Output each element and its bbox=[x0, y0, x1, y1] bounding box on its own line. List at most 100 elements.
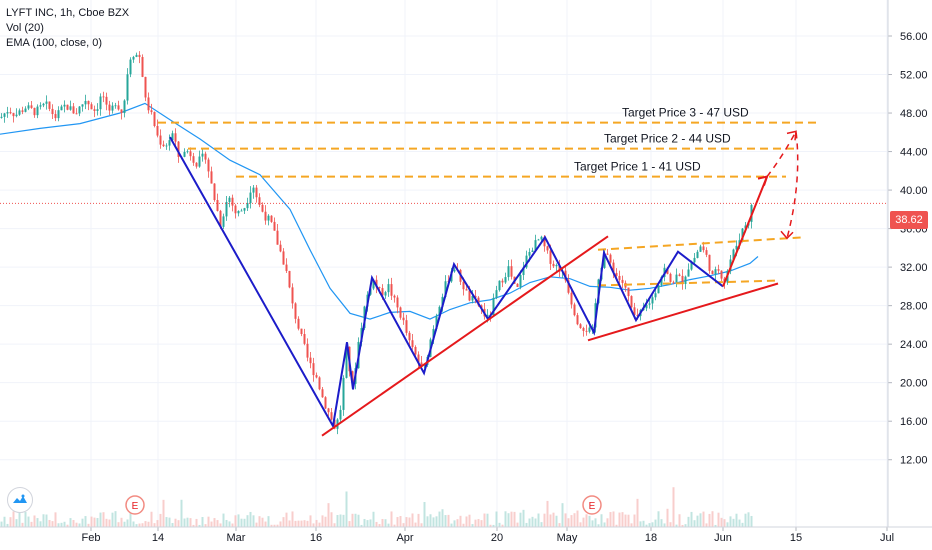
candle-body bbox=[705, 250, 708, 255]
volume-bar bbox=[141, 523, 144, 527]
volume-bar bbox=[228, 521, 231, 527]
volume-bar bbox=[435, 516, 438, 527]
trend-line bbox=[321, 235, 609, 437]
volume-bar bbox=[171, 523, 174, 527]
candle-body bbox=[399, 307, 402, 318]
candle-body bbox=[0, 116, 3, 118]
candle-body bbox=[435, 316, 438, 329]
candle-body bbox=[15, 114, 18, 117]
volume-bar bbox=[660, 519, 663, 527]
volume-bar bbox=[255, 522, 258, 527]
volume-bar bbox=[315, 519, 318, 527]
candle-body bbox=[63, 104, 66, 107]
candle-body bbox=[261, 204, 264, 212]
volume-bar bbox=[93, 517, 96, 527]
volume-bar bbox=[249, 511, 252, 527]
candle-body bbox=[492, 297, 495, 316]
candle-body bbox=[141, 57, 144, 77]
volume-bar bbox=[711, 511, 714, 527]
volume-bar bbox=[717, 512, 720, 527]
candle-body bbox=[66, 104, 69, 110]
candle-body bbox=[21, 110, 24, 112]
volume-bar bbox=[432, 517, 435, 527]
volume-bar bbox=[333, 523, 336, 527]
candle-body bbox=[693, 257, 696, 263]
ema-indicator-label[interactable]: EMA (100, close, 0) bbox=[6, 37, 102, 49]
volume-bar bbox=[303, 520, 306, 527]
x-tick-label: 15 bbox=[790, 532, 802, 544]
candle-body bbox=[522, 267, 525, 276]
volume-bar bbox=[534, 518, 537, 527]
earnings-marker[interactable] bbox=[125, 495, 145, 515]
candle-body bbox=[33, 107, 36, 116]
candle-body bbox=[279, 244, 282, 252]
candle-body bbox=[132, 56, 135, 60]
candle-body bbox=[690, 262, 693, 270]
volume-bar bbox=[576, 510, 579, 527]
x-tick-label: Mar bbox=[227, 532, 246, 544]
volume-bar bbox=[426, 516, 429, 527]
volume-bar bbox=[204, 524, 207, 527]
volume-bar bbox=[96, 518, 99, 527]
volume-bar bbox=[594, 518, 597, 527]
volume-bar bbox=[126, 519, 129, 527]
volume-bar bbox=[375, 521, 378, 527]
candle-body bbox=[300, 328, 303, 335]
volume-bar bbox=[318, 522, 321, 527]
candle-body bbox=[96, 109, 99, 112]
candle-body bbox=[93, 109, 96, 112]
projection-arrowhead bbox=[786, 130, 797, 141]
volume-bar bbox=[615, 524, 618, 527]
volume-bar bbox=[648, 523, 651, 527]
candle-body bbox=[582, 328, 585, 331]
volume-bar bbox=[63, 521, 66, 527]
candle-body bbox=[714, 269, 717, 275]
candle-body bbox=[258, 197, 261, 205]
earnings-marker-label: E bbox=[589, 501, 596, 512]
volume-bar bbox=[621, 512, 624, 527]
candle-body bbox=[549, 250, 552, 264]
candle-body bbox=[567, 280, 570, 293]
candle-body bbox=[702, 246, 705, 251]
volume-bar bbox=[270, 524, 273, 527]
candle-body bbox=[699, 246, 702, 252]
candle-body bbox=[741, 228, 744, 241]
candle-body bbox=[150, 110, 153, 113]
candle-body bbox=[618, 275, 621, 280]
volume-bar bbox=[666, 508, 669, 527]
volume-bar bbox=[489, 524, 492, 527]
volume-bar bbox=[240, 518, 243, 527]
candle-body bbox=[444, 281, 447, 297]
volume-bar bbox=[483, 513, 486, 527]
volume-bar bbox=[612, 511, 615, 527]
candle-body bbox=[192, 156, 195, 163]
candle-body bbox=[651, 297, 654, 304]
volume-bar bbox=[423, 502, 426, 527]
candle-body bbox=[468, 290, 471, 301]
candle-body bbox=[627, 287, 630, 297]
earnings-marker[interactable] bbox=[582, 495, 602, 515]
volume-bar bbox=[411, 513, 414, 527]
volume-bar bbox=[309, 515, 312, 527]
candle-body bbox=[303, 334, 306, 344]
volume-bar bbox=[585, 514, 588, 527]
candle-body bbox=[162, 144, 165, 147]
volume-bar bbox=[414, 522, 417, 527]
candle-body bbox=[297, 318, 300, 329]
projection-arrowhead bbox=[780, 230, 794, 240]
volume-bar bbox=[111, 512, 114, 527]
volume-bar bbox=[339, 514, 342, 527]
candle-body bbox=[669, 273, 672, 282]
tradingview-logo[interactable] bbox=[7, 487, 33, 513]
volume-bar bbox=[591, 520, 594, 527]
volume-bar bbox=[387, 523, 390, 527]
volume-bar bbox=[21, 522, 24, 527]
candle-body bbox=[102, 96, 105, 98]
volume-indicator-label[interactable]: Vol (20) bbox=[6, 22, 44, 34]
candle-body bbox=[72, 106, 75, 114]
candle-body bbox=[201, 153, 204, 157]
candle-body bbox=[546, 246, 549, 251]
volume-bar bbox=[627, 514, 630, 527]
